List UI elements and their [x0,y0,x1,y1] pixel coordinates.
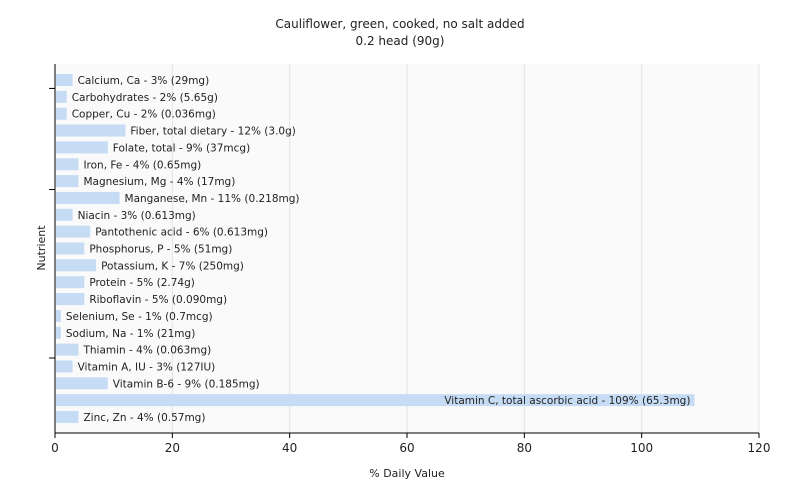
y-axis-label: Nutrient [35,225,48,271]
bar-20 [56,411,79,423]
bar-label-5: Iron, Fe - 4% (0.65mg) [83,159,201,171]
chart-title: Cauliflower, green, cooked, no salt adde… [275,17,524,31]
x-tick-label-80: 80 [517,441,532,455]
bar-label-14: Selenium, Se - 1% (0.7mcg) [66,311,213,323]
bar-8 [56,208,73,221]
bar-0 [56,74,73,86]
bar-label-3: Fiber, total dietary - 12% (3.0g) [130,126,295,138]
x-tick-label-20: 20 [165,441,180,455]
bar-label-15: Sodium, Na - 1% (21mg) [66,328,195,340]
bar-4 [56,141,108,154]
bars [56,74,695,423]
bar-15 [56,326,61,339]
bar-label-11: Potassium, K - 7% (250mg) [101,260,244,272]
bar-label-9: Pantothenic acid - 6% (0.613mg) [95,227,268,239]
bar-1 [56,90,67,103]
bar-12 [56,276,85,289]
bar-label-16: Thiamin - 4% (0.063mg) [82,345,211,357]
x-axis-label: % Daily Value [369,467,445,480]
bar-label-17: Vitamin A, IU - 3% (127IU) [78,361,216,373]
x-tick-label-100: 100 [630,441,653,455]
bar-label-12: Protein - 5% (2.74g) [89,277,195,289]
bar-label-7: Manganese, Mn - 11% (0.218mg) [125,193,300,205]
bar-label-6: Magnesium, Mg - 4% (17mg) [83,176,235,188]
x-tick-label-60: 60 [399,441,414,455]
bar-11 [56,259,97,272]
bar-14 [56,309,61,322]
bar-label-2: Copper, Cu - 2% (0.036mg) [72,109,216,121]
bar-13 [56,293,85,306]
bar-label-13: Riboflavin - 5% (0.090mg) [89,294,227,306]
bar-18 [56,377,108,390]
bar-6 [56,175,79,188]
x-tick-label-120: 120 [748,441,771,455]
axes: 0 20 40 60 80 100 120 [49,64,770,455]
bar-7 [56,191,120,204]
bar-label-8: Niacin - 3% (0.613mg) [78,210,196,222]
bar-3 [56,124,126,137]
bar-19 [56,394,695,407]
bar-16 [56,343,79,356]
bar-label-18: Vitamin B-6 - 9% (0.185mg) [113,378,260,390]
bar-9 [56,225,91,238]
gridlines [171,64,760,433]
bar-17 [56,360,73,373]
bar-2 [56,107,67,120]
bar-label-10: Phosphorus, P - 5% (51mg) [89,244,232,256]
bar-labels: Calcium, Ca - 3% (29mg) Carbohydrates - 2… [66,75,691,424]
bar-label-20: Zinc, Zn - 4% (0.57mg) [83,412,205,424]
chart-subtitle: 0.2 head (90g) [356,34,445,48]
bar-label-4: Folate, total - 9% (37mcg) [113,142,250,154]
bar-label-1: Carbohydrates - 2% (5.65g) [72,92,218,104]
bar-label-0: Calcium, Ca - 3% (29mg) [78,75,210,87]
bar-5 [56,158,79,171]
x-tick-label-40: 40 [282,441,297,455]
bar-label-19: Vitamin C, total ascorbic acid - 109% (6… [444,395,690,407]
bar-10 [56,242,85,255]
x-tick-label-0: 0 [51,441,59,455]
